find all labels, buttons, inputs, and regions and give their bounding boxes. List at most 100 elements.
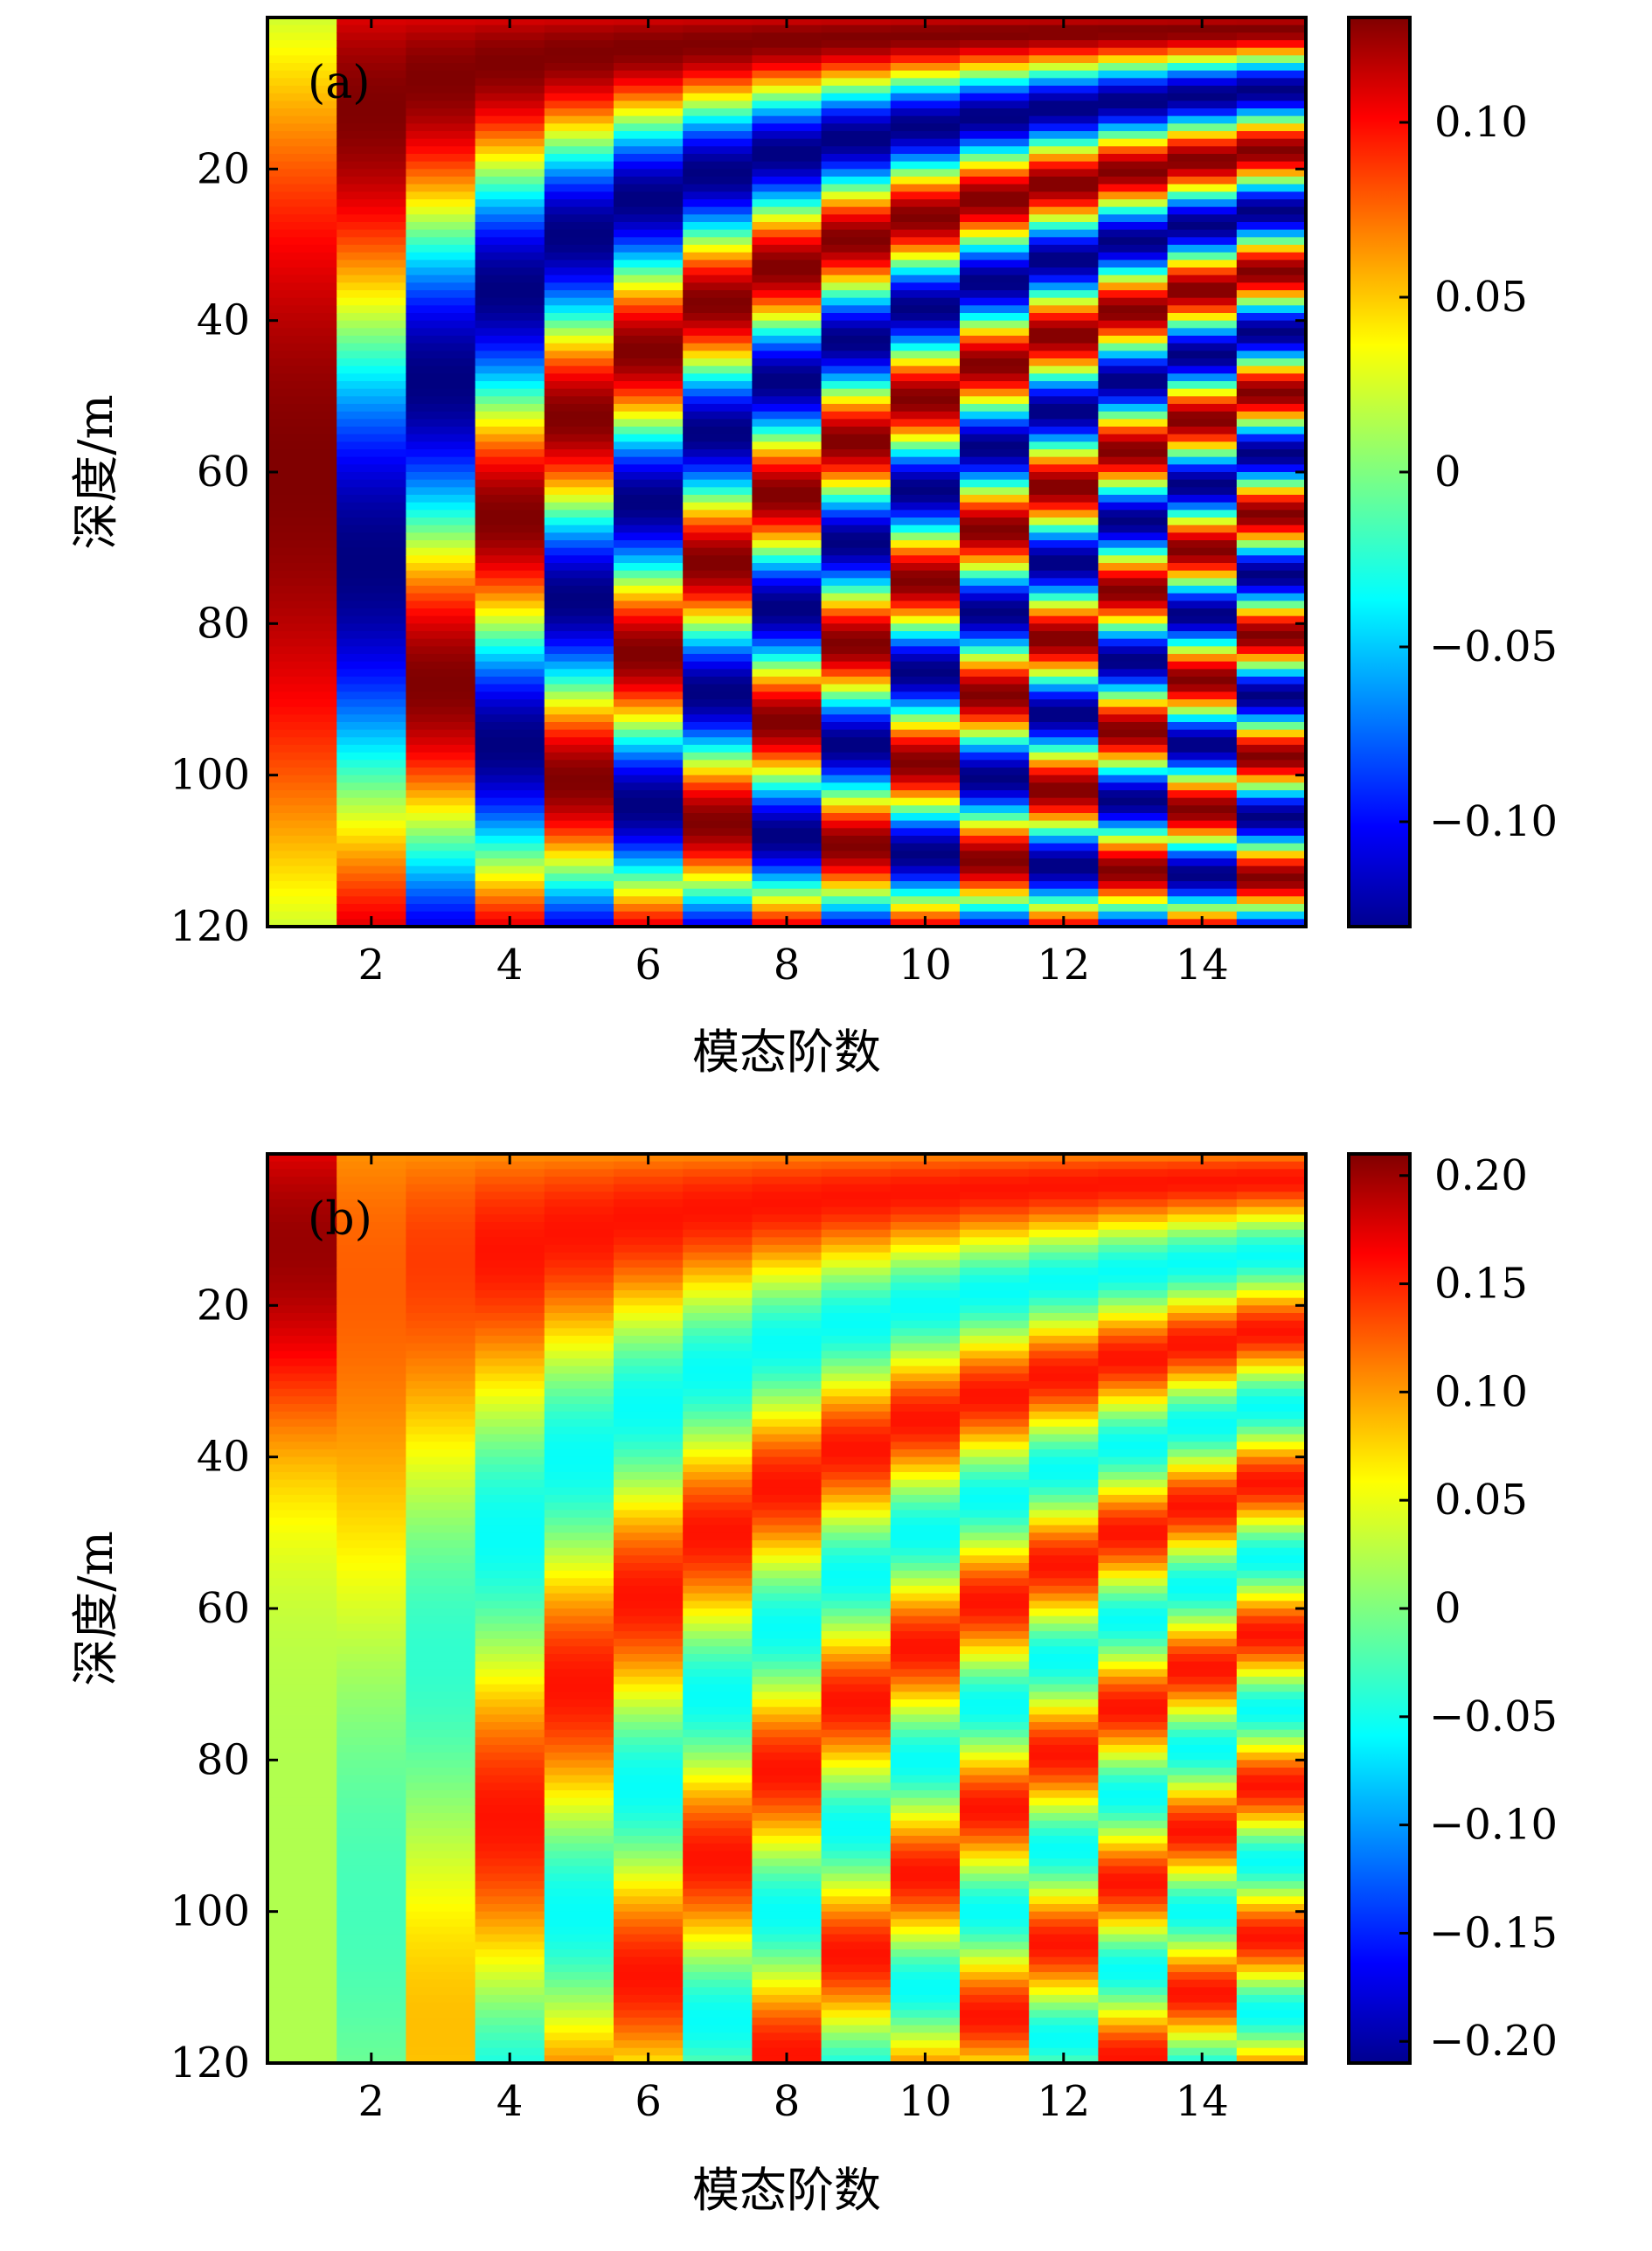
heatmap-cell	[821, 2032, 892, 2041]
heatmap-cell	[821, 1586, 892, 1594]
heatmap-cell	[614, 115, 684, 124]
heatmap-cell	[614, 593, 684, 601]
heatmap-cell	[1236, 768, 1307, 776]
heatmap-cell	[267, 2047, 337, 2056]
heatmap-cell	[1236, 1297, 1307, 1306]
heatmap-cell	[544, 1601, 614, 1609]
heatmap-cell	[337, 1540, 406, 1549]
heatmap-cell	[821, 1449, 892, 1458]
heatmap-cell	[614, 1873, 684, 1882]
heatmap-cell	[337, 684, 406, 692]
heatmap-cell	[337, 1388, 406, 1397]
heatmap-cell	[752, 267, 823, 276]
heatmap-cell	[406, 161, 476, 170]
heatmap-cell	[683, 1828, 753, 1837]
heatmap-cell	[337, 1547, 406, 1556]
heatmap-cell	[1167, 1328, 1238, 1337]
heatmap-cell	[406, 782, 476, 791]
heatmap-cell	[752, 525, 823, 533]
heatmap-cell	[1167, 1608, 1238, 1617]
heatmap-cell	[475, 843, 545, 851]
heatmap-cell	[890, 290, 961, 299]
heatmap-cell	[267, 1479, 337, 1488]
heatmap-cell	[960, 419, 1030, 427]
heatmap-cell	[683, 146, 753, 155]
heatmap-cell	[337, 1979, 406, 1988]
heatmap-cell	[890, 1805, 961, 1814]
heatmap-cell	[752, 1722, 823, 1731]
heatmap-cell	[406, 267, 476, 276]
heatmap-cell	[475, 206, 545, 215]
heatmap-cell	[960, 1177, 1030, 1185]
heatmap-cell	[1236, 1351, 1307, 1359]
heatmap-cell	[1029, 63, 1099, 72]
heatmap-cell	[683, 1714, 753, 1723]
heatmap-cell	[1236, 1456, 1307, 1465]
heatmap-cell	[614, 1464, 684, 1473]
heatmap-cell	[890, 1964, 961, 1973]
heatmap-cell	[821, 661, 892, 670]
heatmap-cell	[821, 1661, 892, 1670]
heatmap-cell	[406, 1782, 476, 1791]
heatmap-cell	[960, 260, 1030, 268]
heatmap-cell	[960, 495, 1030, 504]
heatmap-cell	[890, 1570, 961, 1579]
heatmap-cell	[337, 669, 406, 677]
heatmap-cell	[614, 615, 684, 624]
heatmap-cell	[960, 1858, 1030, 1867]
heatmap-cell	[890, 865, 961, 874]
heatmap-cell	[544, 1245, 614, 1254]
heatmap-cell	[960, 1275, 1030, 1283]
heatmap-cell	[1029, 836, 1099, 844]
heatmap-cell	[406, 495, 476, 504]
heatmap-cell	[337, 1813, 406, 1822]
heatmap-cell	[1098, 737, 1169, 746]
heatmap-cell	[683, 24, 753, 33]
heatmap-cell	[752, 1760, 823, 1768]
heatmap-cell	[267, 722, 337, 731]
heatmap-cell	[475, 654, 545, 663]
heatmap-cell	[267, 2018, 337, 2026]
heatmap-cell	[267, 1865, 337, 1874]
heatmap-cell	[1167, 615, 1238, 624]
heatmap-cell	[890, 2032, 961, 2041]
heatmap-cell	[821, 290, 892, 299]
heatmap-cell	[337, 1328, 406, 1337]
heatmap-cell	[475, 1570, 545, 1579]
heatmap-cell	[406, 252, 476, 261]
heatmap-cell	[614, 32, 684, 41]
heatmap-cell	[1098, 646, 1169, 655]
heatmap-cell	[1167, 1297, 1238, 1306]
heatmap-cell	[337, 1615, 406, 1624]
heatmap-cell	[475, 532, 545, 541]
heatmap-cell	[1236, 1396, 1307, 1405]
heatmap-cell	[752, 1934, 823, 1942]
heatmap-cell	[683, 1669, 753, 1678]
heatmap-cell	[337, 805, 406, 814]
heatmap-cell	[890, 805, 961, 814]
heatmap-cell	[337, 191, 406, 200]
heatmap-cell	[683, 1752, 753, 1761]
heatmap-cell	[1236, 419, 1307, 427]
heatmap-cell	[683, 1654, 753, 1663]
heatmap-cell	[406, 1472, 476, 1481]
heatmap-cell	[683, 646, 753, 655]
heatmap-cell	[960, 1623, 1030, 1632]
heatmap-cell	[890, 1495, 961, 1504]
heatmap-cell	[821, 888, 892, 897]
heatmap-cell	[475, 1547, 545, 1556]
heatmap-cell	[614, 1495, 684, 1504]
heatmap-cell	[267, 1851, 337, 1859]
heatmap-cell	[406, 1320, 476, 1329]
heatmap-cell	[1167, 274, 1238, 283]
heatmap-cell	[1167, 1404, 1238, 1413]
heatmap-cell	[544, 1229, 614, 1238]
heatmap-cell	[683, 101, 753, 109]
heatmap-cell	[890, 1297, 961, 1306]
heatmap-cell	[475, 1699, 545, 1708]
heatmap-cell	[683, 1563, 753, 1572]
heatmap-cell	[475, 729, 545, 738]
heatmap-cell	[752, 1813, 823, 1822]
heatmap-cell	[1167, 472, 1238, 481]
heatmap-cell	[890, 373, 961, 382]
